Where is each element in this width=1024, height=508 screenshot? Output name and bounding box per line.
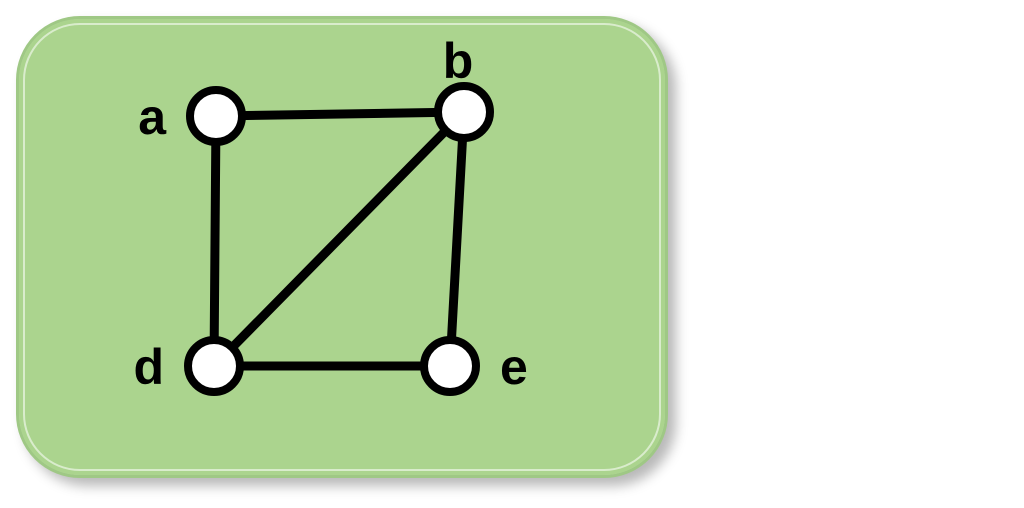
edge-a-b (216, 112, 464, 116)
node-label-e: e (500, 339, 528, 395)
node-label-a: a (138, 89, 167, 145)
node-e (424, 340, 476, 392)
graph-diagram: a b d e (0, 0, 1024, 508)
node-a (190, 90, 242, 142)
edge-b-d (214, 112, 464, 366)
edge-b-e (450, 112, 464, 366)
node-d (188, 340, 240, 392)
node-label-b: b (443, 33, 474, 89)
node-label-d: d (133, 339, 164, 395)
edge-a-d (214, 116, 216, 366)
node-b (438, 86, 490, 138)
